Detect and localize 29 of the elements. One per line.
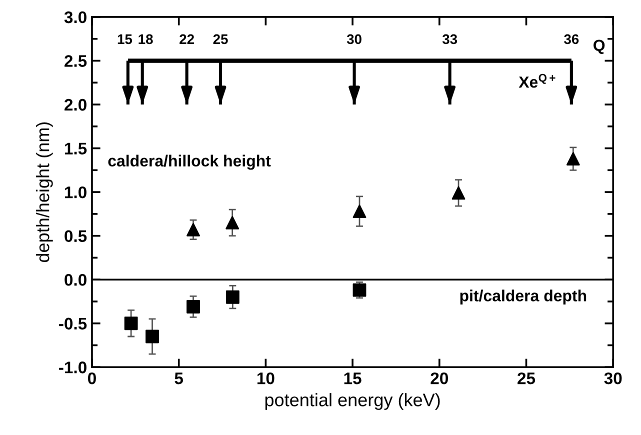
annotation: 33: [442, 34, 458, 44]
annotation: 30: [346, 34, 362, 44]
y-axis-title: depth/height (nm): [36, 122, 53, 262]
y-tick-label: 0.0: [64, 274, 86, 286]
x-axis-title: potential energy (keV): [265, 393, 440, 410]
y-tick-label: -1.0: [59, 362, 86, 374]
y-tick-label: 2.0: [64, 98, 86, 111]
annotation: Xe$^{Q+}$: [518, 74, 556, 88]
x-tick-label: 25: [518, 372, 536, 384]
annotation: 25: [213, 34, 228, 44]
y-tick-label: 1.5: [65, 142, 87, 154]
y-tick-label: -0.5: [59, 318, 87, 330]
x-tick-label: 5: [174, 372, 184, 384]
y-tick-label: 1.0: [65, 186, 86, 198]
x-tick-label: 15: [344, 372, 362, 384]
annotation: pit/caldera depth: [460, 290, 586, 305]
annotation: caldera/hillock height: [108, 154, 271, 170]
annotation: 22: [180, 34, 194, 44]
x-tick-label: 30: [604, 372, 622, 384]
y-tick-label: 3.0: [64, 11, 86, 24]
annotation: 18: [138, 34, 153, 44]
x-tick-label: 10: [257, 372, 274, 384]
annotation: 15: [118, 34, 132, 44]
x-tick-label: 0: [88, 372, 96, 384]
annotation: Q: [594, 40, 605, 54]
x-tick-label: 20: [430, 372, 448, 384]
annotation: 36: [564, 34, 579, 44]
y-tick-label: 0.5: [64, 230, 87, 242]
y-tick-label: 2.5: [64, 55, 87, 67]
